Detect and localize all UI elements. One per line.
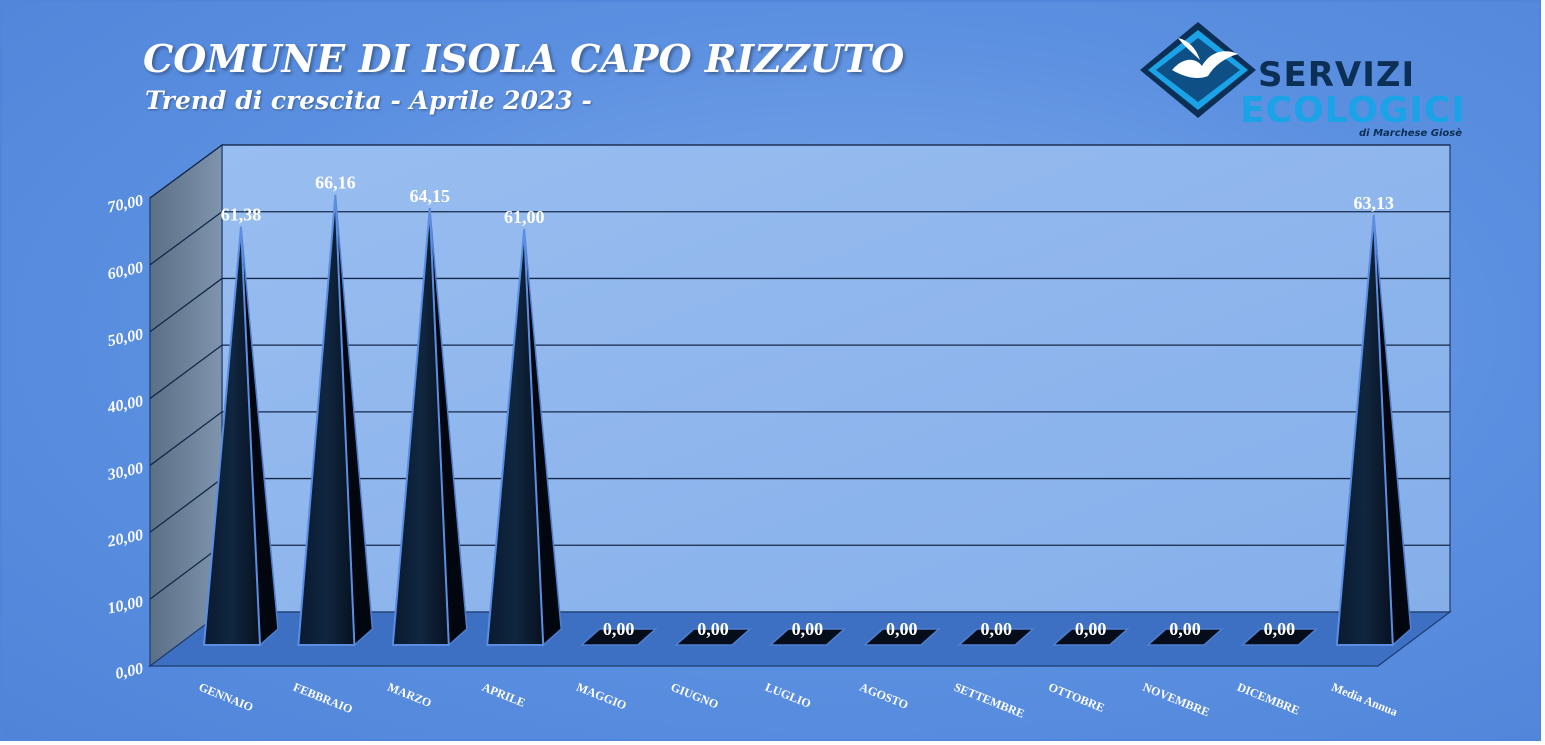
bar-agosto <box>862 628 941 646</box>
data-label: 0,00 <box>1169 619 1201 639</box>
bars <box>202 194 1412 647</box>
gridline-side <box>149 478 223 533</box>
gridline-side <box>149 344 223 400</box>
bar-marzo <box>391 208 468 647</box>
data-label: 0,00 <box>980 619 1012 639</box>
data-label: 0,00 <box>1075 619 1107 639</box>
data-labels: 61,38 66,16 64,15 61,00 0,00 0,00 0,00 0,00 0,00… <box>221 173 1394 639</box>
logo-line-ecologici: ECOLOGICI <box>1240 90 1466 131</box>
x-tick-label: MAGGIO <box>574 680 628 713</box>
bar-giugno <box>674 628 752 646</box>
x-axis-categories: GENNAIO FEBBRAIO MARZO APRILE MAGGIO GIUGNO LU… <box>197 680 1400 721</box>
gridline-side <box>149 411 223 466</box>
gridline-side <box>149 544 223 600</box>
chart-subtitle: Trend di crescita - Aprile 2023 - <box>145 86 592 115</box>
x-tick-label: FEBBRAIO <box>291 680 354 716</box>
bar-media-annua <box>1335 214 1412 647</box>
data-label: 66,16 <box>315 173 356 193</box>
bar-aprile <box>486 229 562 647</box>
data-label: 61,38 <box>221 205 262 225</box>
bar-gennaio <box>202 226 279 647</box>
x-tick-label: DICEMBRE <box>1235 680 1301 718</box>
bar-luglio <box>768 628 847 646</box>
y-axis-ticks: 0,00 10,00 20,00 30,00 40,00 50,00 60,00 70,00 <box>105 192 145 682</box>
x-tick-label: MARZO <box>386 680 434 710</box>
data-label: 0,00 <box>792 619 824 639</box>
x-tick-label: SETTEMBRE <box>952 680 1027 721</box>
x-tick-label: LUGLIO <box>763 680 813 711</box>
gridline-side <box>149 144 223 199</box>
x-tick-label: APRILE <box>480 680 527 710</box>
x-tick-label: GIUGNO <box>669 680 721 712</box>
x-tick-label: AGOSTO <box>858 680 911 712</box>
data-label: 0,00 <box>697 619 729 639</box>
data-label: 64,15 <box>410 186 451 206</box>
bar-settembre <box>957 628 1036 646</box>
bar-dicembre <box>1240 628 1319 646</box>
chart-title: COMUNE DI ISOLA CAPO RIZZUTO <box>143 36 905 81</box>
y-tick-label: 20,00 <box>105 527 145 551</box>
y-tick-label: 50,00 <box>106 326 145 350</box>
data-label: 0,00 <box>1264 619 1296 639</box>
x-tick-label: OTTOBRE <box>1046 680 1106 715</box>
gridline-side <box>149 277 223 333</box>
data-label: 61,00 <box>504 207 545 227</box>
data-label: 63,13 <box>1354 193 1395 213</box>
logo-line-owner: di Marchese Giosè <box>1359 127 1462 139</box>
logo-line-servizi: SERVIZI <box>1258 55 1415 95</box>
seagull-icon <box>1140 22 1256 118</box>
y-tick-label: 70,00 <box>106 192 145 216</box>
data-label: 0,00 <box>886 619 918 639</box>
y-tick-label: 10,00 <box>106 593 145 617</box>
x-tick-label: GENNAIO <box>197 680 255 714</box>
y-tick-label: 40,00 <box>105 393 145 417</box>
servizi-ecologici-logo: SERVIZI ECOLOGICI di Marchese Giosè <box>1140 22 1466 139</box>
data-label: 0,00 <box>603 619 635 639</box>
bar-febbraio <box>297 194 374 647</box>
y-tick-label: 0,00 <box>114 660 145 682</box>
bar-ottobre <box>1051 628 1130 646</box>
bar-novembre <box>1146 628 1224 646</box>
x-tick-label: NOVEMBRE <box>1141 680 1212 719</box>
bar-maggio <box>579 628 658 646</box>
y-tick-label: 30,00 <box>105 460 145 484</box>
y-tick-label: 60,00 <box>106 259 145 283</box>
logo-wordmark: SERVIZI ECOLOGICI di Marchese Giosè <box>1240 55 1466 139</box>
gridline-side <box>149 211 223 266</box>
x-tick-label: Media Annua <box>1330 680 1400 719</box>
